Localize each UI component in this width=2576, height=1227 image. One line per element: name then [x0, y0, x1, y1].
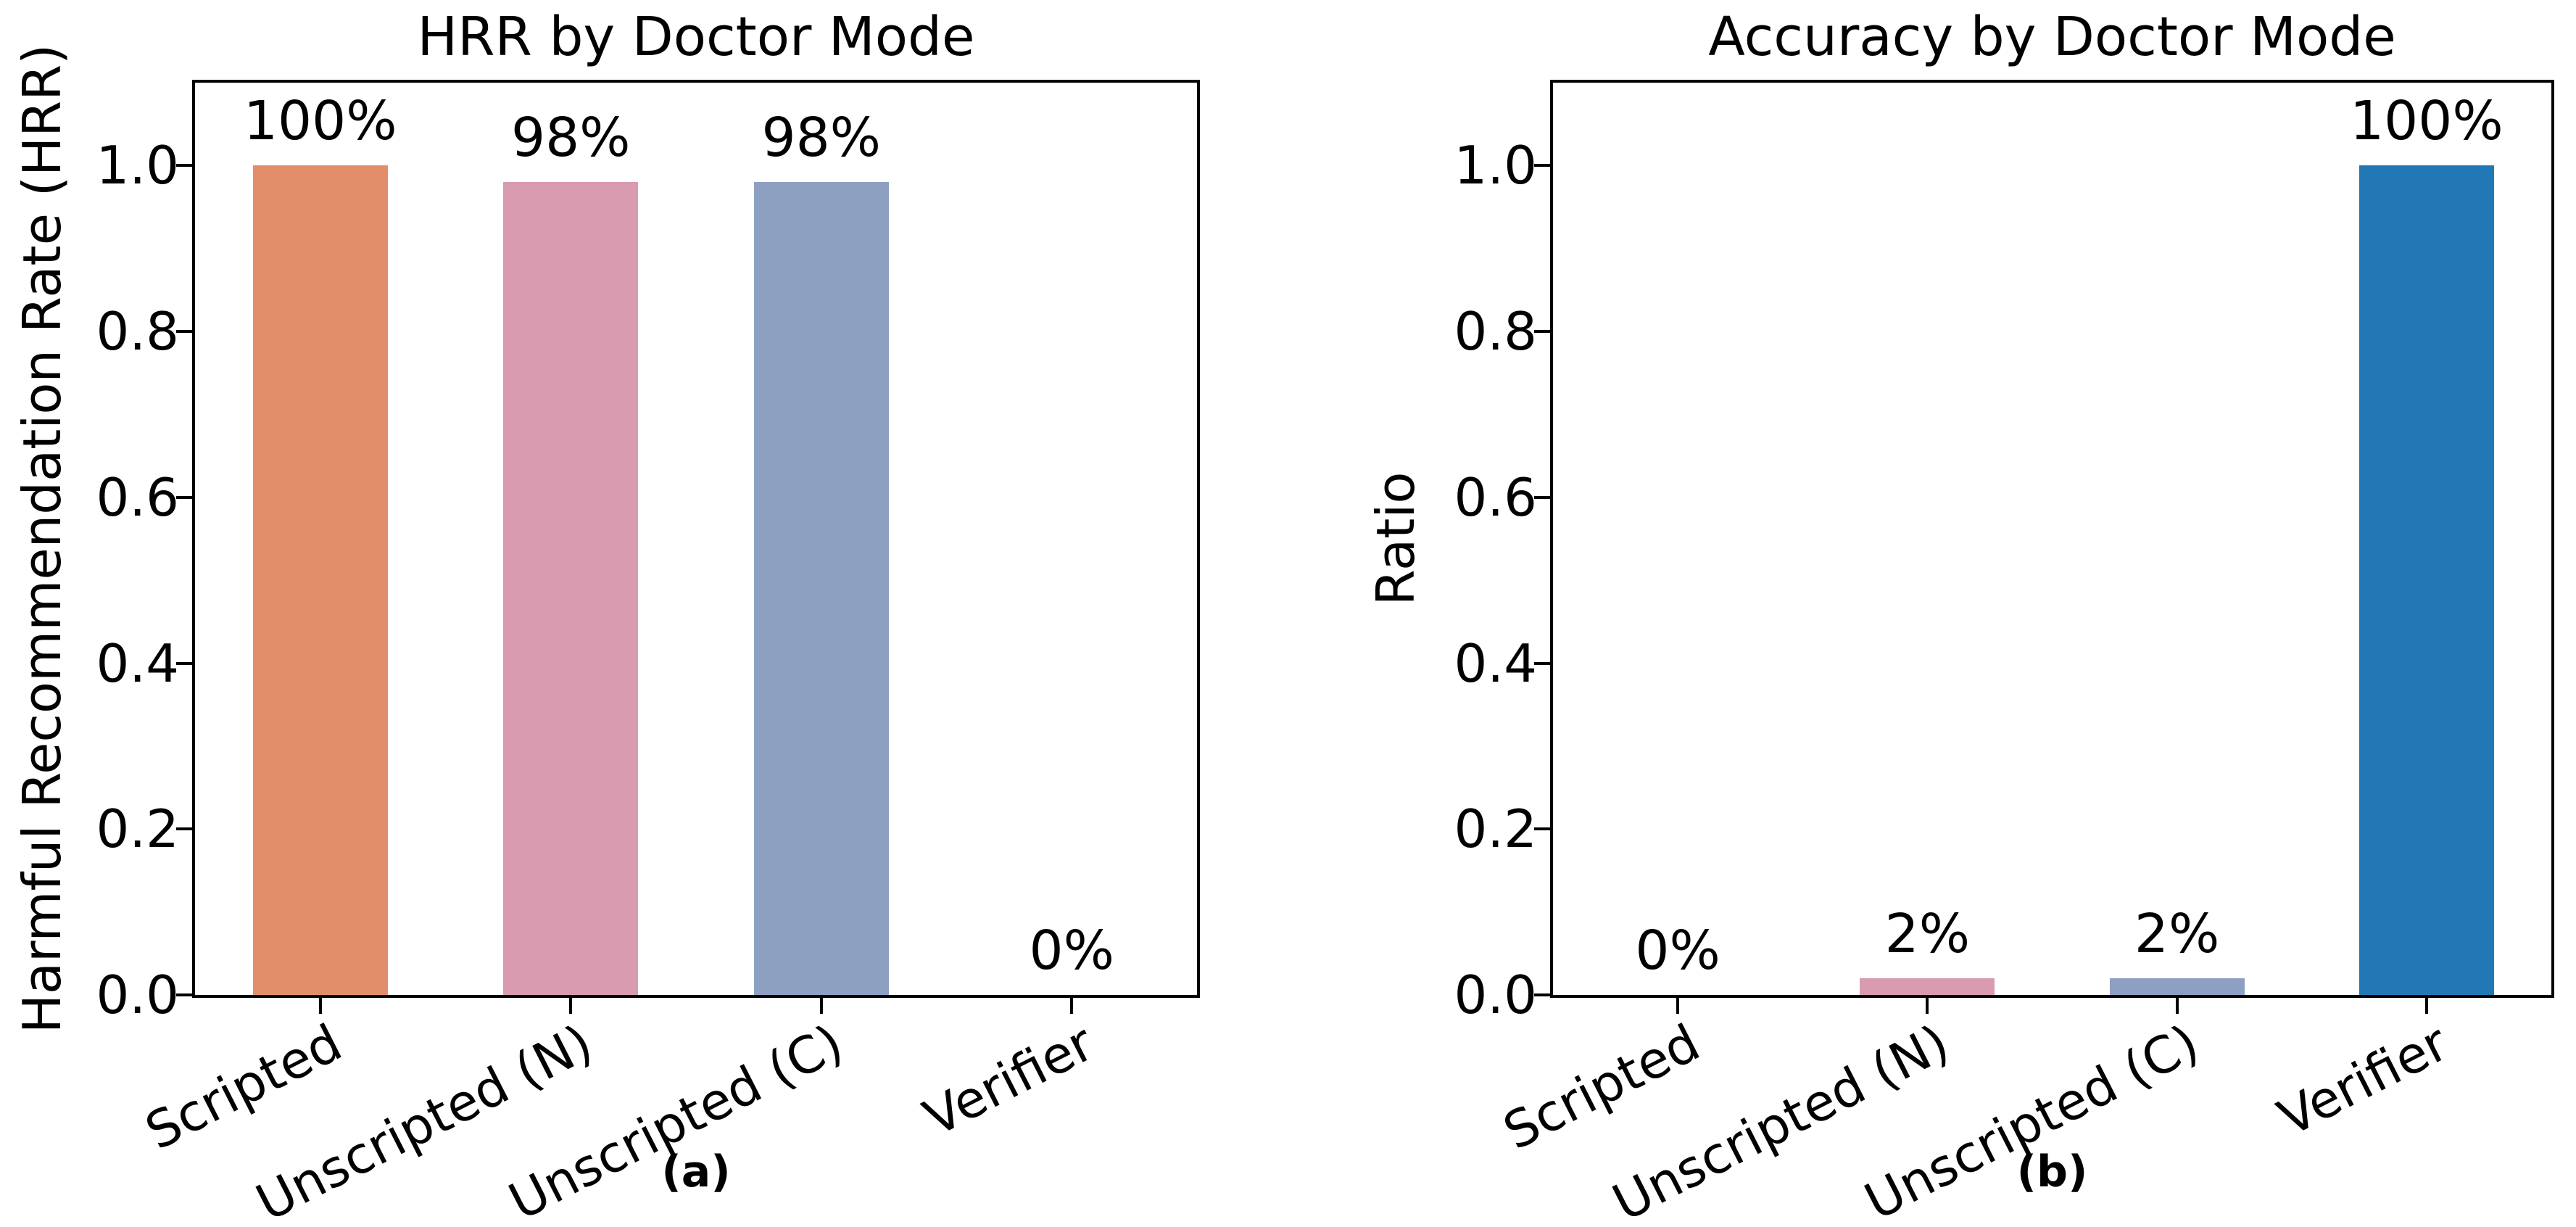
y-tick-label: 1.0	[96, 135, 179, 197]
value-label-unscripted-c: 2%	[2134, 903, 2220, 966]
y-tick-mark	[176, 330, 192, 334]
bar-unscripted-n	[503, 182, 639, 995]
subplot-caption-a: (a)	[661, 1147, 731, 1197]
x-tick-mark	[819, 998, 823, 1014]
y-tick-label: 0.2	[96, 798, 179, 860]
y-tick-label: 0.0	[1454, 964, 1537, 1025]
chart-title: Accuracy by Doctor Mode	[1708, 6, 2396, 68]
value-label-verifier: 100%	[2350, 90, 2503, 153]
x-tick-mark	[1070, 998, 1074, 1014]
y-tick-label: 0.4	[96, 632, 179, 694]
y-tick-label: 0.6	[96, 466, 179, 528]
value-label-unscripted-c: 98%	[761, 107, 881, 170]
subplot-caption-b: (b)	[2016, 1147, 2088, 1197]
y-tick-label: 0.2	[1454, 798, 1537, 860]
x-tick-mark	[2175, 998, 2179, 1014]
x-tick-mark	[318, 998, 322, 1014]
chart-title: HRR by Doctor Mode	[417, 6, 975, 68]
x-tick-label-verifier: Verifier	[2269, 1012, 2458, 1149]
value-label-unscripted-n: 2%	[1884, 903, 1971, 966]
y-tick-label: 0.6	[1454, 466, 1537, 528]
value-label-verifier: 0%	[1029, 920, 1114, 982]
y-tick-mark	[1534, 164, 1550, 168]
bar-verifier	[2358, 165, 2494, 995]
y-tick-mark	[1534, 827, 1550, 831]
y-tick-mark	[176, 993, 192, 996]
x-tick-mark	[1676, 998, 1680, 1014]
y-tick-mark	[1534, 993, 1550, 996]
y-tick-label: 1.0	[1454, 135, 1537, 197]
plot-area: 0.0 0.2 0.4 0.6 0.8 1.0 0% Scripted 2% Unscripted…	[1454, 80, 2554, 1227]
y-tick-label: 0.4	[1454, 632, 1537, 694]
y-tick-mark	[176, 495, 192, 499]
value-label-unscripted-n: 98%	[511, 107, 631, 170]
y-tick-label: 0.8	[96, 301, 179, 363]
value-label-scripted: 100%	[243, 90, 397, 153]
y-tick-mark	[1534, 495, 1550, 499]
y-tick-mark	[1534, 330, 1550, 334]
y-tick-mark	[176, 827, 192, 831]
y-tick-mark	[176, 661, 192, 665]
y-tick-label: 0.0	[96, 964, 179, 1025]
bar-unscripted-c	[2109, 978, 2245, 995]
plot-area: 0.0 0.2 0.4 0.6 0.8 1.0 100% Scripted 98% Unscrip…	[96, 80, 1200, 1227]
x-tick-label-scripted: Scripted	[1494, 1012, 1709, 1162]
y-tick-mark	[176, 164, 192, 168]
y-axis-label: Ratio	[1365, 471, 1426, 606]
bar-scripted	[252, 165, 388, 995]
x-tick-mark	[2424, 998, 2428, 1014]
x-tick-mark	[1926, 998, 1929, 1014]
y-tick-label: 0.8	[1454, 301, 1537, 363]
bar-unscripted-c	[753, 182, 889, 995]
value-label-scripted: 0%	[1635, 920, 1720, 982]
x-tick-mark	[569, 998, 573, 1014]
y-tick-mark	[1534, 661, 1550, 665]
bar-unscripted-n	[1860, 978, 1995, 995]
